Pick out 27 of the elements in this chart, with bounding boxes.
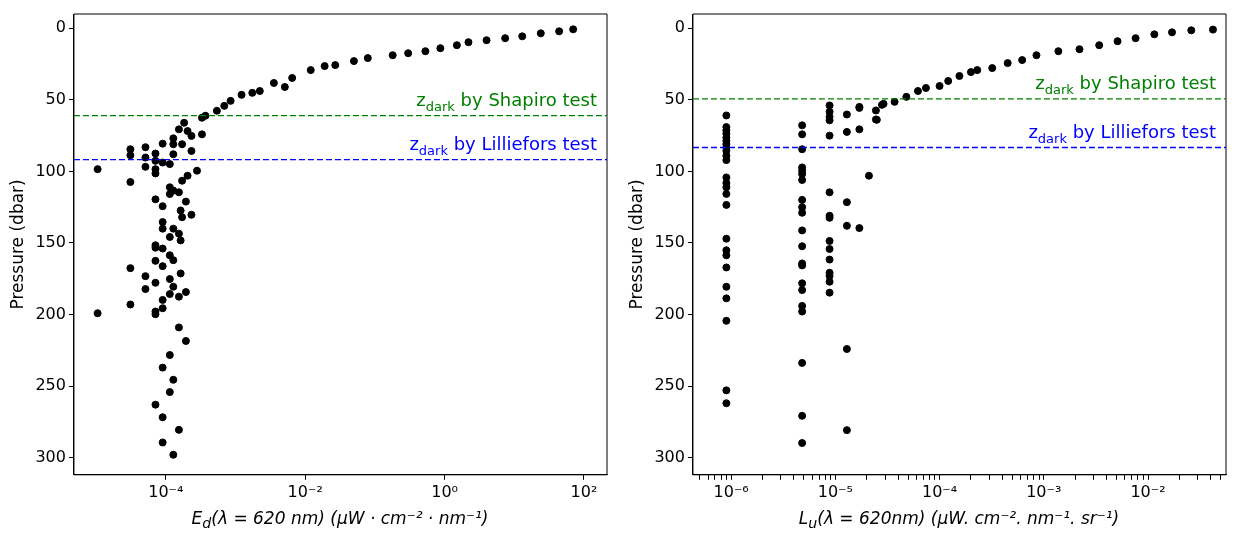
y-tick-label: 150 (654, 232, 685, 252)
y-tick-label: 100 (35, 160, 66, 180)
x-tick-label: 10⁻² (1130, 481, 1166, 501)
y-tick-label: 100 (654, 160, 685, 180)
x-tick-label: 10⁻⁴ (921, 481, 958, 501)
y-tick-label: 250 (35, 375, 66, 395)
y-tick-label: 50 (664, 89, 685, 109)
x-tick-label: 10⁻² (287, 481, 323, 501)
y-tick-label: 0 (55, 17, 66, 37)
y-tick-label: 200 (35, 303, 66, 323)
y-tick-label: 300 (654, 446, 685, 466)
y-axis-title: Pressure (dbar) (6, 179, 27, 310)
y-tick-label: 300 (35, 446, 66, 466)
x-tick-label: 10⁻⁶ (713, 481, 749, 501)
x-tick-label: 10⁻⁴ (148, 481, 184, 501)
y-tick-label: 200 (654, 303, 685, 323)
x-tick-label: 10⁰ (431, 481, 458, 501)
x-axis-title: L$_{u}$(λ = 620nm) (μW. cm⁻². nm⁻¹. sr⁻¹) (797, 508, 1121, 532)
x-tick-label: 10² (570, 481, 598, 501)
y-tick-label: 50 (45, 89, 66, 109)
y-tick-label: 250 (654, 375, 685, 395)
x-tick-label: 10⁻³ (1026, 481, 1062, 501)
y-tick-label: 0 (674, 17, 685, 37)
y-axis-title: Pressure (dbar) (625, 179, 646, 310)
x-tick-label: 10⁻⁵ (817, 481, 853, 501)
y-tick-label: 150 (35, 232, 66, 252)
x-axis-title: E$_{d}$(λ = 620 nm) (μW · cm⁻² · nm⁻¹) (190, 508, 490, 532)
